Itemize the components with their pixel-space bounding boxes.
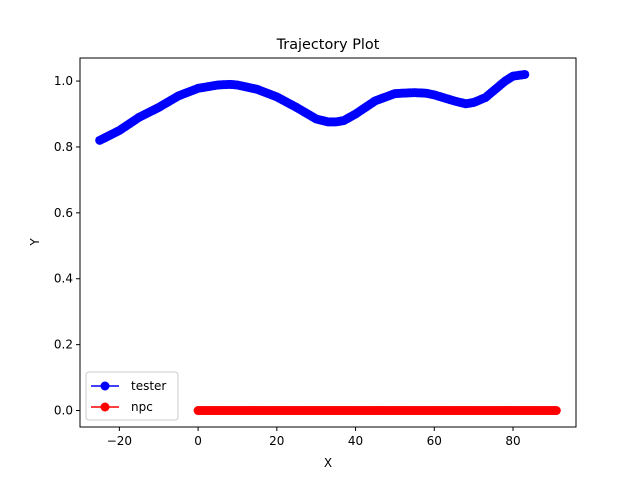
x-tick-label: 80 <box>505 434 520 448</box>
legend-marker-tester <box>100 381 110 391</box>
series-npc <box>193 406 561 416</box>
x-tick-label: 40 <box>348 434 363 448</box>
legend: tester npc <box>85 371 179 421</box>
y-tick-label: 0.2 <box>54 338 73 352</box>
axes-frame <box>79 57 577 428</box>
x-axis-label: X <box>324 456 332 470</box>
data-point-tester <box>520 69 530 79</box>
x-tick-label: 60 <box>427 434 442 448</box>
legend-label-npc: npc <box>131 400 153 414</box>
y-tick-label: 0.6 <box>54 206 73 220</box>
y-tick-label: 1.0 <box>54 74 73 88</box>
series-tester <box>95 69 530 145</box>
x-tick-label: 0 <box>194 434 202 448</box>
series-layer <box>95 69 561 416</box>
legend-label-tester: tester <box>131 379 166 393</box>
axis-ticks: −20 0 20 40 60 80 0.0 0.2 0.4 0.6 0.8 1.0 <box>54 74 521 448</box>
x-tick-label: −20 <box>107 434 132 448</box>
y-tick-label: 0.8 <box>54 140 73 154</box>
data-point-npc <box>551 406 561 416</box>
chart-title: Trajectory Plot <box>276 37 380 53</box>
x-tick-label: 20 <box>269 434 284 448</box>
y-tick-label: 0.4 <box>54 272 73 286</box>
legend-marker-npc <box>100 402 110 412</box>
y-tick-label: 0.0 <box>54 404 73 418</box>
y-axis-label: Y <box>28 238 42 247</box>
